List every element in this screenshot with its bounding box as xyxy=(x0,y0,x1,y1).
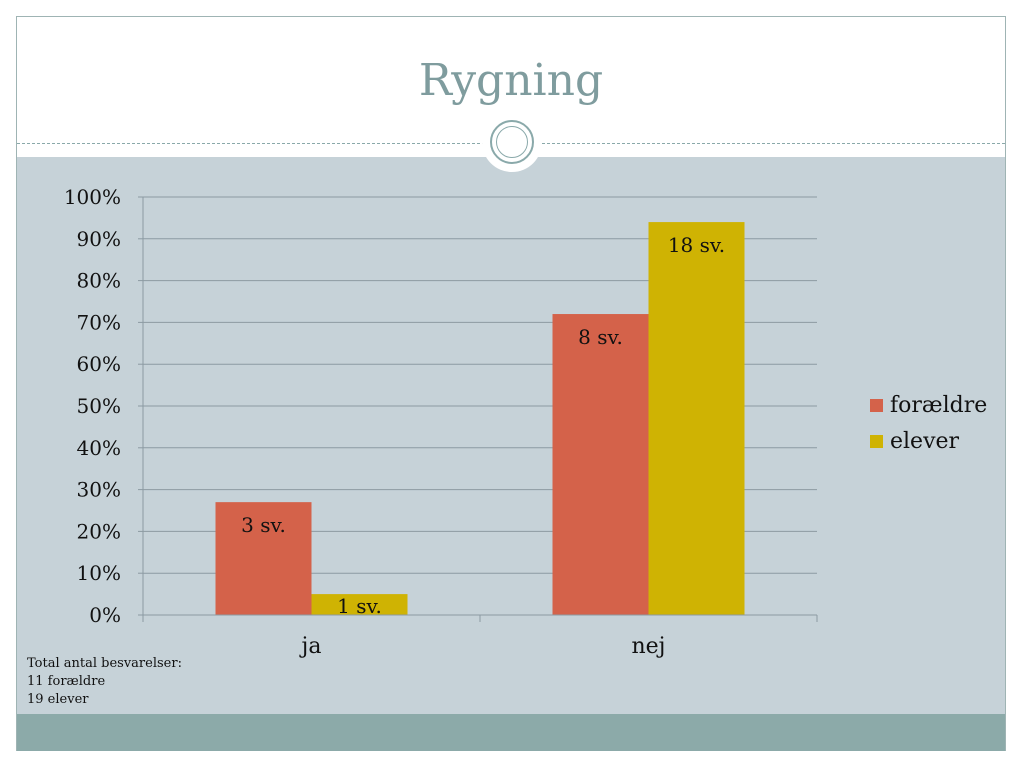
data-label: 18 sv. xyxy=(668,233,725,257)
legend-label: forældre xyxy=(890,393,987,418)
y-tick-label: 10% xyxy=(77,561,121,585)
y-tick-label: 70% xyxy=(77,310,121,334)
legend-label: elever xyxy=(890,429,960,454)
title-area: Rygning xyxy=(17,17,1005,157)
y-tick-label: 0% xyxy=(89,603,121,627)
content-area xyxy=(17,157,1005,714)
medallion-ring xyxy=(490,120,534,164)
data-label: 8 sv. xyxy=(578,325,623,349)
y-tick-label: 60% xyxy=(77,352,121,376)
legend-swatch xyxy=(870,435,883,448)
y-tick-label: 80% xyxy=(77,269,121,293)
slide-frame: Rygning xyxy=(16,16,1006,751)
note-line: 11 forældre xyxy=(27,674,106,689)
note-line: Total antal besvarelser: xyxy=(27,656,182,671)
slide-title: Rygning xyxy=(418,55,604,106)
note-line: 19 elever xyxy=(27,692,89,707)
bar-forældre-nej xyxy=(552,314,649,615)
data-label: 3 sv. xyxy=(241,513,286,537)
x-tick-label: ja xyxy=(299,634,322,659)
y-tick-label: 100% xyxy=(64,185,121,209)
bar-elever-nej xyxy=(648,222,745,615)
y-tick-label: 40% xyxy=(77,436,121,460)
medallion-icon xyxy=(482,112,542,172)
y-tick-label: 20% xyxy=(77,519,121,543)
y-tick-label: 30% xyxy=(77,478,121,502)
data-label: 1 sv. xyxy=(337,594,382,618)
y-tick-label: 90% xyxy=(77,227,121,251)
x-tick-label: nej xyxy=(631,634,665,659)
bar-forældre-ja xyxy=(215,502,312,615)
medallion-ring-inner xyxy=(496,126,528,158)
response-note: Total antal besvarelser: 11 forældre 19 … xyxy=(27,655,182,709)
footer-band xyxy=(17,714,1005,751)
y-tick-label: 50% xyxy=(77,394,121,418)
bar-elever-ja xyxy=(311,594,408,615)
legend-swatch xyxy=(870,399,883,412)
